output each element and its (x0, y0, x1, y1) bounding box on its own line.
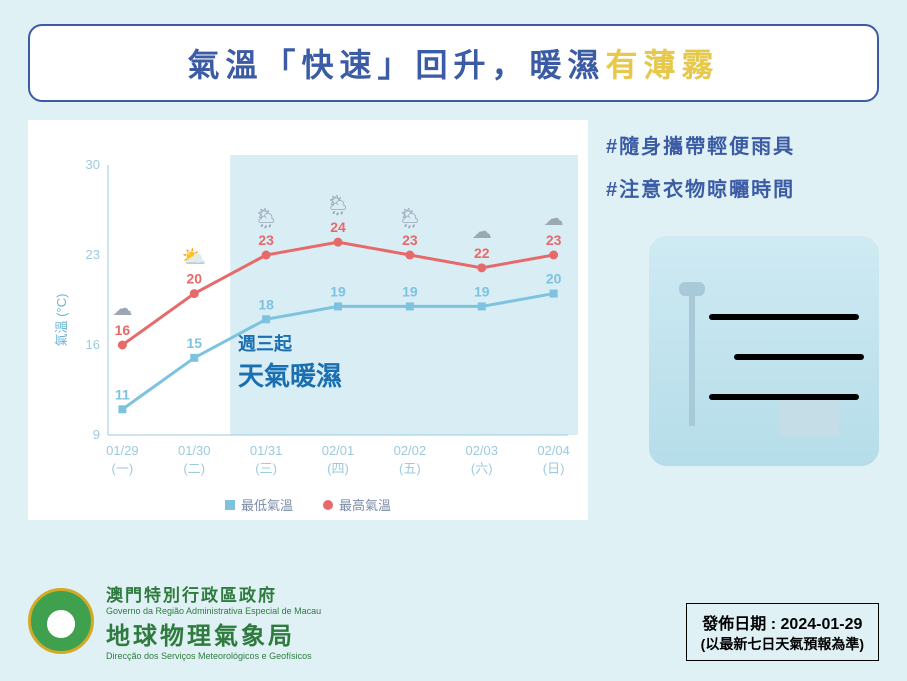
svg-text:02/01: 02/01 (322, 443, 355, 458)
svg-text:9: 9 (93, 427, 100, 442)
svg-text:15: 15 (186, 335, 202, 351)
svg-text:16: 16 (86, 337, 100, 352)
svg-text:☁: ☁ (544, 208, 564, 230)
macau-emblem-icon (28, 588, 94, 654)
svg-text:(三): (三) (255, 461, 277, 476)
svg-text:20: 20 (186, 271, 202, 287)
svg-text:19: 19 (330, 283, 346, 299)
svg-text:23: 23 (546, 232, 562, 248)
svg-text:02/04: 02/04 (537, 443, 570, 458)
svg-text:⛅: ⛅ (182, 247, 207, 269)
svg-text:01/30: 01/30 (178, 443, 211, 458)
svg-text:☁: ☁ (472, 221, 492, 243)
svg-text:(四): (四) (327, 461, 349, 476)
publish-box: 發佈日期 : 2024-01-29 (以最新七日天氣預報為準) (686, 603, 879, 661)
legend-low: 最低氣溫 (225, 495, 293, 514)
svg-text:19: 19 (474, 283, 490, 299)
svg-text:01/29: 01/29 (106, 443, 139, 458)
org-bureau-pt: Direcção dos Serviços Meteorológicos e G… (106, 651, 321, 661)
org-gov-pt: Governo da Região Administrativa Especia… (106, 606, 321, 616)
tip-1: #隨身攜帶輕便雨具 (606, 130, 879, 159)
svg-text:02/03: 02/03 (465, 443, 498, 458)
svg-text:🌦: 🌦 (397, 208, 422, 230)
svg-text:22: 22 (474, 245, 490, 261)
svg-text:🌦: 🌦 (253, 208, 278, 230)
svg-text:(五): (五) (399, 461, 421, 476)
svg-text:23: 23 (258, 232, 274, 248)
annotation-line2: 天氣暖濕 (238, 356, 342, 393)
svg-text:02/02: 02/02 (394, 443, 427, 458)
temperature-chart: 氣溫 (°C) 9 16 23 30 01/29 (一) 01/30 (二) 01/31 (三) 0… (28, 120, 588, 520)
org-gov-zh: 澳門特別行政區政府 (106, 581, 321, 606)
headline-highlight: 有薄霧 (606, 47, 720, 83)
svg-text:19: 19 (402, 283, 418, 299)
svg-text:16: 16 (115, 322, 131, 338)
chart-svg: 9 16 23 30 01/29 (一) 01/30 (二) 01/31 (三) 02/01 (四) 0… (78, 140, 578, 510)
svg-text:23: 23 (86, 247, 100, 262)
annotation-line1: 週三起 (238, 330, 342, 356)
svg-text:11: 11 (115, 386, 130, 402)
svg-text:(日): (日) (543, 461, 565, 476)
org-text: 澳門特別行政區政府 Governo da Região Administrati… (106, 581, 321, 661)
footer: 澳門特別行政區政府 Governo da Região Administrati… (28, 581, 879, 661)
svg-text:(六): (六) (471, 461, 493, 476)
chart-ylabel: 氣溫 (°C) (51, 294, 70, 347)
publish-note: (以最新七日天氣預報為準) (701, 634, 864, 654)
svg-text:☁: ☁ (112, 298, 132, 320)
main-row: 氣溫 (°C) 9 16 23 30 01/29 (一) 01/30 (二) 01/31 (三) 0… (28, 120, 879, 520)
svg-text:01/31: 01/31 (250, 443, 283, 458)
chart-annotation: 週三起 天氣暖濕 (238, 330, 342, 393)
svg-text:20: 20 (546, 271, 562, 287)
chart-legend: 最低氣溫 最高氣溫 (28, 495, 588, 514)
svg-text:🌦: 🌦 (325, 195, 350, 217)
publish-date: 發佈日期 : 2024-01-29 (701, 610, 864, 634)
legend-high: 最高氣溫 (323, 495, 391, 514)
city-illustration (649, 236, 879, 466)
side-panel: #隨身攜帶輕便雨具 #注意衣物晾曬時間 (606, 120, 879, 520)
headline-text: 氣溫「快速」回升，暖濕 (187, 47, 605, 83)
headline-box: 氣溫「快速」回升，暖濕有薄霧 (28, 24, 879, 102)
svg-text:(一): (一) (112, 461, 134, 476)
svg-text:18: 18 (258, 296, 274, 312)
org-bureau-zh: 地球物理氣象局 (106, 616, 321, 651)
org-block: 澳門特別行政區政府 Governo da Região Administrati… (28, 581, 321, 661)
tip-2: #注意衣物晾曬時間 (606, 173, 879, 202)
svg-text:23: 23 (402, 232, 418, 248)
svg-text:30: 30 (86, 157, 100, 172)
svg-text:24: 24 (330, 219, 346, 235)
svg-text:(二): (二) (183, 461, 205, 476)
